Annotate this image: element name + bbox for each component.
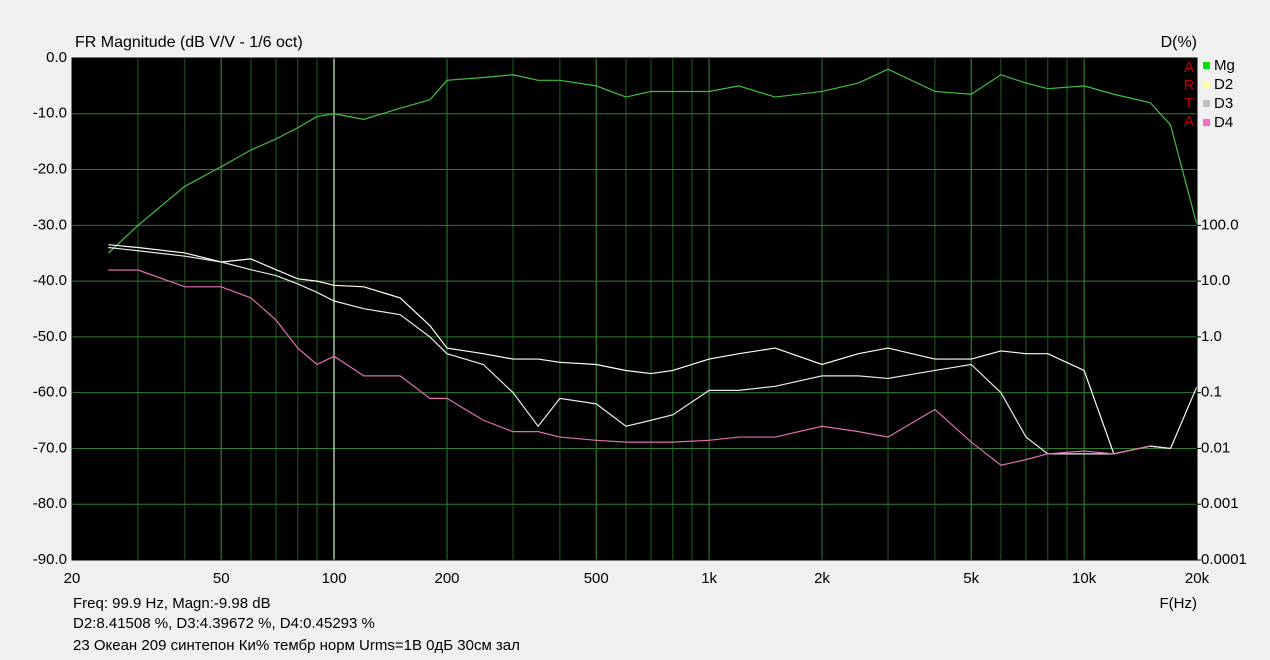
readout: D2:8.41508 %, D3:4.39672 %, D4:0.45293 % [73, 615, 375, 632]
plot-area [71, 57, 1198, 561]
x-tick-label: 1k [701, 570, 717, 587]
y-tick-label: -50.0 [33, 328, 67, 345]
x-tick-label: 10k [1072, 570, 1097, 587]
x-tick-label: 500 [584, 570, 609, 587]
y2-tick-label: 0.1 [1201, 384, 1222, 401]
legend-label: Mg [1214, 57, 1235, 74]
y-tick-label: -30.0 [33, 216, 67, 233]
y2-tick-label: 1.0 [1201, 328, 1222, 345]
x-tick-label: 2k [814, 570, 830, 587]
readout: Freq: 99.9 Hz, Magn:-9.98 dB [73, 595, 271, 612]
y2-tick-label: 0.001 [1201, 495, 1239, 512]
legend-label: D4 [1214, 114, 1233, 131]
y-tick-label: -80.0 [33, 495, 67, 512]
x-axis-label: F(Hz) [1160, 595, 1198, 612]
logo-letter: A [1184, 113, 1194, 130]
legend-swatch [1203, 100, 1210, 107]
logo-letter: A [1184, 59, 1194, 76]
y-tick-label: -40.0 [33, 272, 67, 289]
x-tick-label: 20 [64, 570, 81, 587]
y-tick-label: -10.0 [33, 105, 67, 122]
y-tick-label: -90.0 [33, 551, 67, 568]
x-tick-label: 50 [213, 570, 230, 587]
legend-label: D3 [1214, 95, 1233, 112]
y2-axis-label: D(%) [1161, 34, 1197, 51]
series-line [108, 244, 1198, 455]
series-line [108, 246, 1171, 455]
y-tick-label: 0.0 [46, 49, 67, 66]
y2-tick-label: 10.0 [1201, 272, 1230, 289]
legend-label: D2 [1214, 76, 1233, 93]
chart-title: FR Magnitude (dB V/V - 1/6 oct) [75, 34, 303, 51]
y-tick-label: -70.0 [33, 439, 67, 456]
logo-letter: R [1184, 77, 1195, 94]
series-line [108, 269, 1151, 466]
series-line [107, 68, 1198, 254]
y2-tick-label: 0.01 [1201, 439, 1230, 456]
y-tick-label: -60.0 [33, 384, 67, 401]
x-tick-label: 100 [322, 570, 347, 587]
y2-tick-label: 0.0001 [1201, 551, 1247, 568]
logo-letter: T [1184, 95, 1193, 112]
x-tick-label: 5k [963, 570, 979, 587]
legend-swatch [1203, 81, 1210, 88]
y2-tick-label: 100.0 [1201, 216, 1239, 233]
legend-swatch [1203, 62, 1210, 69]
x-tick-label: 20k [1185, 570, 1210, 587]
plot-area [72, 58, 1197, 560]
note: 23 Океан 209 синтепон Ки% тембр норм Urm… [73, 637, 520, 654]
legend-swatch [1203, 119, 1210, 126]
x-tick-label: 200 [434, 570, 459, 587]
y-tick-label: -20.0 [33, 161, 67, 178]
